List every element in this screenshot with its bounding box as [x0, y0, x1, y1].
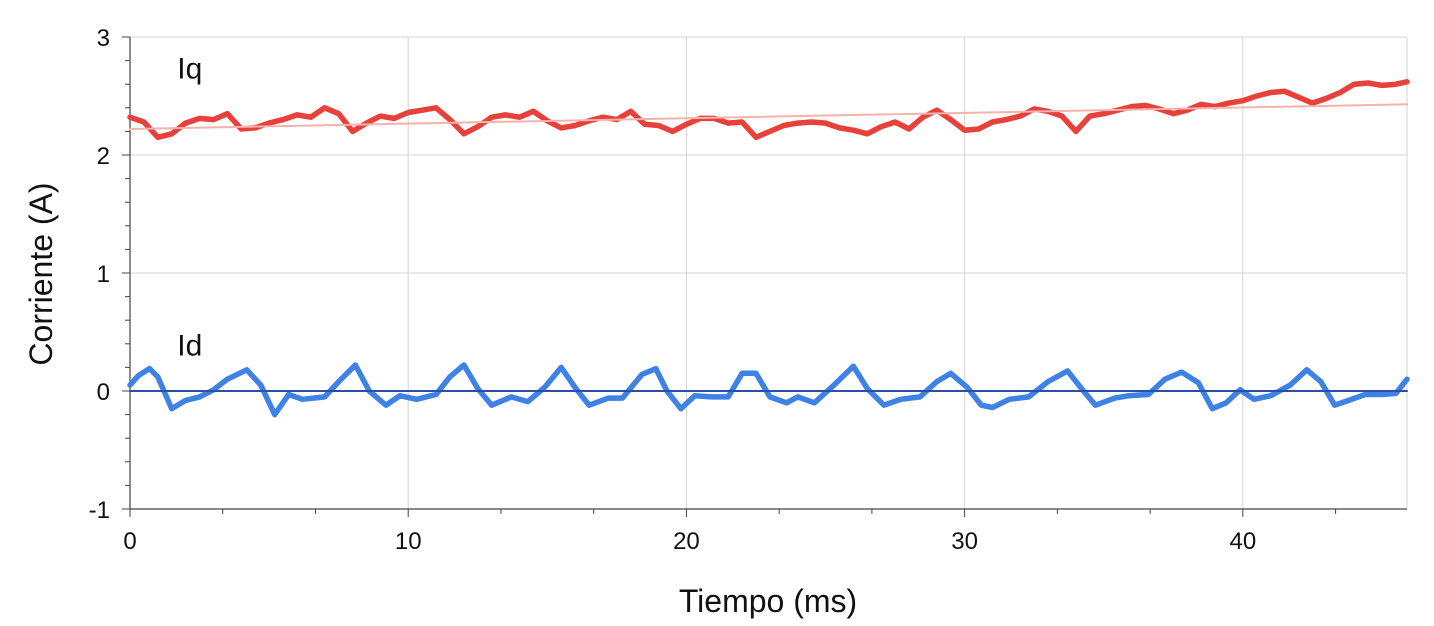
series-layer — [127, 79, 1410, 418]
x-tick-label: 20 — [673, 528, 700, 555]
series-line-iq — [127, 79, 1410, 141]
y-axis-title: Corriente (A) — [23, 182, 59, 365]
series-labels: Iq Id — [177, 52, 202, 362]
series-line-iq-trend — [129, 103, 1408, 130]
y-tick-label: 3 — [97, 25, 110, 52]
x-axis-title: Tiempo (ms) — [679, 583, 857, 619]
x-tick-label: 10 — [395, 528, 422, 555]
y-tick-label: 1 — [97, 261, 110, 288]
series-label-id: Id — [177, 330, 202, 363]
x-tick-label: 40 — [1230, 528, 1257, 555]
y-tick-label: -1 — [89, 497, 110, 524]
series-label-iq: Iq — [177, 52, 202, 85]
x-tick-label: 30 — [951, 528, 978, 555]
x-tick-label: 0 — [123, 528, 136, 555]
series-line-id — [127, 362, 1410, 418]
y-tick-label: 2 — [97, 143, 110, 170]
y-tick-label: 0 — [97, 379, 110, 406]
